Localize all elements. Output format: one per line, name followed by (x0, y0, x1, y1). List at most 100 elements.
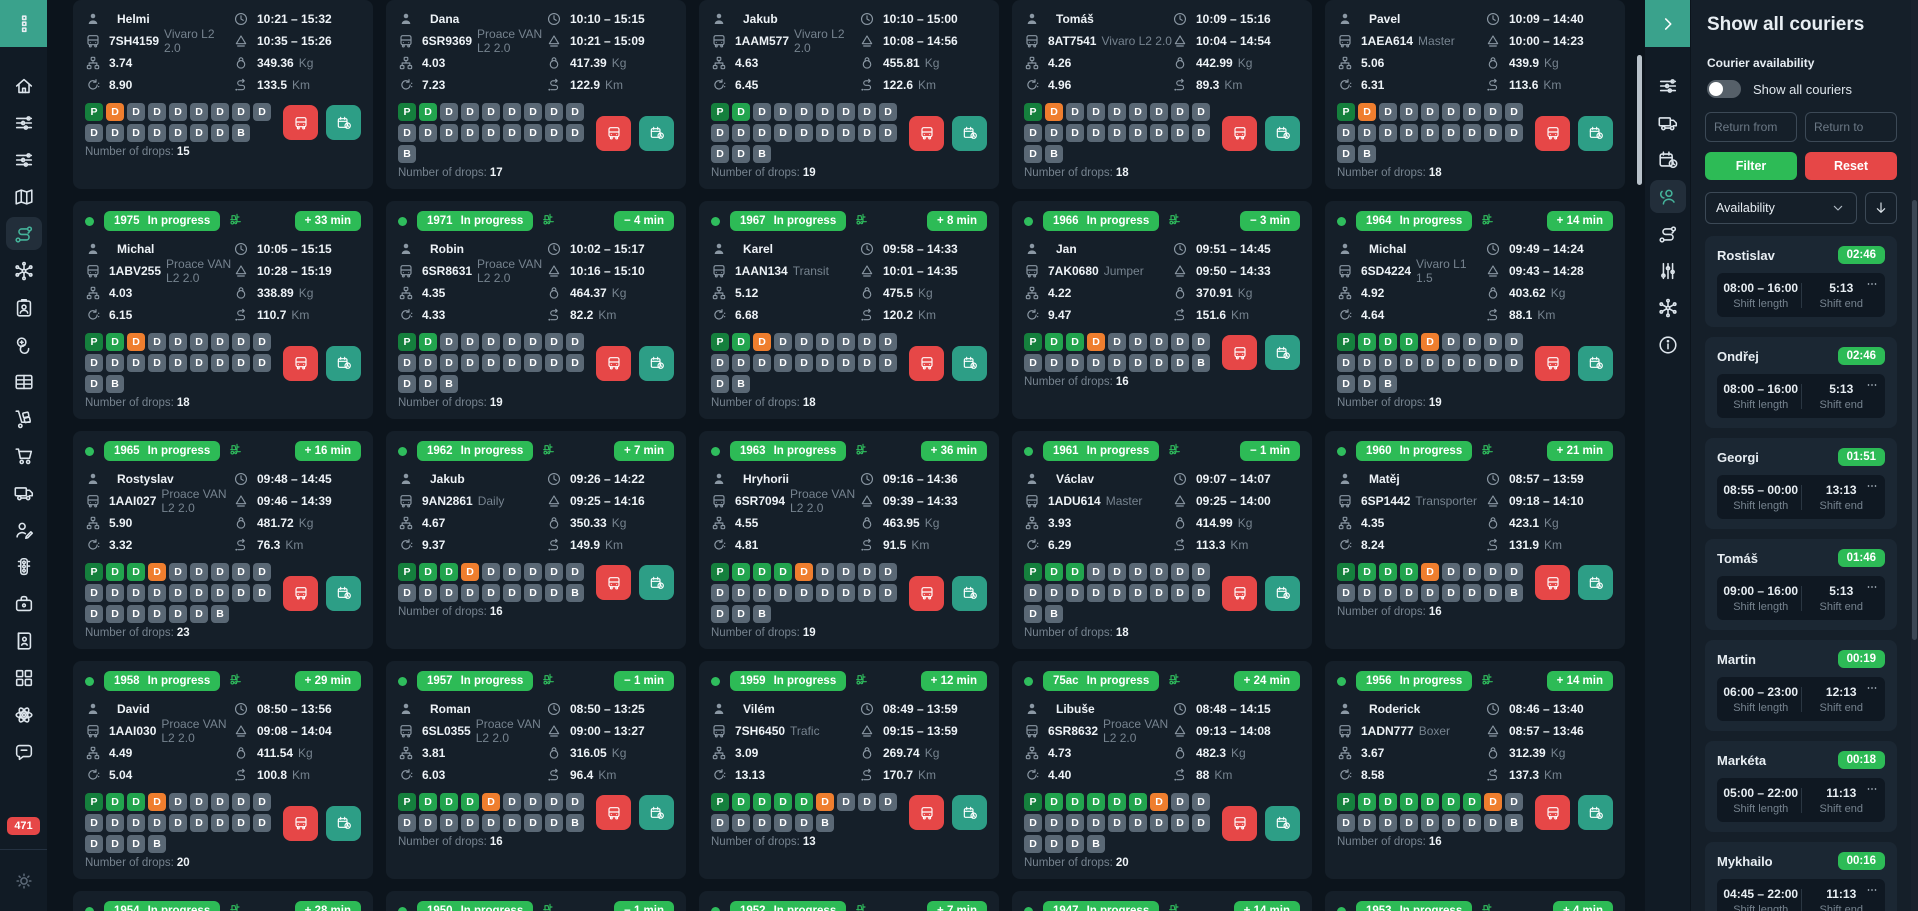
drop-chip-current[interactable]: D (1087, 333, 1105, 351)
sidebar-item-drivers-edit[interactable] (6, 513, 42, 546)
drop-chip-pending[interactable]: D (482, 584, 500, 602)
drop-chip-pending[interactable]: D (106, 814, 124, 832)
drop-chip-pending[interactable]: D (419, 354, 437, 372)
drop-chip-pending[interactable]: D (1192, 584, 1210, 602)
vehicle-alert-button[interactable] (1222, 335, 1257, 370)
drop-chip-pending[interactable]: D (461, 124, 479, 142)
drop-chip-pending[interactable]: D (127, 124, 145, 142)
drop-chip-done[interactable]: D (106, 563, 124, 581)
drop-chip-pending[interactable]: D (253, 584, 271, 602)
pickup-chip[interactable]: P (711, 793, 729, 811)
drop-chip-pending[interactable]: D (1108, 563, 1126, 581)
drop-chip-pending[interactable]: D (1150, 124, 1168, 142)
drop-chip-pending[interactable]: D (211, 584, 229, 602)
drop-chip-done[interactable]: D (440, 793, 458, 811)
theme-brightness-button[interactable] (6, 864, 42, 897)
drop-chip-pending[interactable]: D (190, 563, 208, 581)
drop-chip-current[interactable]: D (148, 793, 166, 811)
drop-chip-pending[interactable]: D (1045, 584, 1063, 602)
drop-chip-pending[interactable]: D (190, 354, 208, 372)
drop-chip-pending[interactable]: D (732, 814, 750, 832)
drop-chip-pending[interactable]: D (503, 124, 521, 142)
route-status-badge[interactable]: 1963 In progress (730, 441, 847, 461)
drop-chip-pending[interactable]: D (440, 333, 458, 351)
drop-chip-pending[interactable]: D (253, 814, 271, 832)
drop-chip-pending[interactable]: D (1337, 145, 1355, 163)
drop-chip-pending[interactable]: D (419, 584, 437, 602)
drop-chip-done[interactable]: D (753, 793, 771, 811)
pickup-chip[interactable]: P (85, 793, 103, 811)
drop-chip-pending[interactable]: D (503, 793, 521, 811)
drop-chip-pending[interactable]: D (398, 375, 416, 393)
return-base-chip[interactable]: B (566, 584, 584, 602)
schedule-button[interactable] (326, 345, 361, 381)
drop-chip-pending[interactable]: D (1358, 814, 1376, 832)
drop-chip-pending[interactable]: D (148, 584, 166, 602)
drop-chip-pending[interactable]: D (566, 793, 584, 811)
route-status-badge[interactable]: 1962 In progress (417, 441, 534, 461)
drop-chip-done[interactable]: D (1358, 563, 1376, 581)
drop-chip-pending[interactable]: D (1337, 124, 1355, 142)
schedule-button[interactable] (1265, 575, 1300, 611)
drop-chip-pending[interactable]: D (1505, 124, 1523, 142)
drop-chip-pending[interactable]: D (524, 793, 542, 811)
pickup-chip[interactable]: P (1024, 333, 1042, 351)
pickup-chip[interactable]: P (1024, 563, 1042, 581)
drop-chip-pending[interactable]: D (1108, 333, 1126, 351)
drop-chip-pending[interactable]: D (566, 333, 584, 351)
drop-chip-pending[interactable]: D (1192, 814, 1210, 832)
drop-chip-pending[interactable]: D (1442, 354, 1460, 372)
strip-item-vehicles-truck[interactable] (1650, 106, 1686, 139)
drop-chip-done[interactable]: D (127, 793, 145, 811)
vehicle-alert-button[interactable] (283, 805, 318, 841)
drop-chip-pending[interactable]: D (1192, 333, 1210, 351)
drop-chip-done[interactable]: D (732, 103, 750, 121)
drop-chip-pending[interactable]: D (148, 605, 166, 623)
drop-chip-pending[interactable]: D (753, 103, 771, 121)
pickup-chip[interactable]: P (711, 333, 729, 351)
return-base-chip[interactable]: B (398, 145, 416, 163)
sidebar-item-planning[interactable] (6, 106, 42, 139)
drop-chip-pending[interactable]: D (503, 584, 521, 602)
drop-chip-pending[interactable]: D (232, 354, 250, 372)
drop-chip-pending[interactable]: D (1171, 124, 1189, 142)
schedule-button[interactable] (1578, 345, 1613, 381)
vehicle-alert-button[interactable] (596, 565, 631, 600)
drop-chip-pending[interactable]: D (1087, 124, 1105, 142)
drop-chip-pending[interactable]: D (106, 605, 124, 623)
return-base-chip[interactable]: B (440, 375, 458, 393)
drop-chip-pending[interactable]: D (1358, 124, 1376, 142)
drop-chip-pending[interactable]: D (711, 354, 729, 372)
drop-chip-pending[interactable]: D (106, 124, 124, 142)
drop-chip-pending[interactable]: D (524, 814, 542, 832)
drop-chip-pending[interactable]: D (398, 584, 416, 602)
drop-chip-pending[interactable]: D (1484, 103, 1502, 121)
sidebar-item-integrations[interactable] (6, 698, 42, 731)
return-base-chip[interactable]: B (1192, 354, 1210, 372)
drop-chip-pending[interactable]: D (566, 563, 584, 581)
drop-chip-pending[interactable]: D (1379, 124, 1397, 142)
drop-chip-pending[interactable]: D (211, 814, 229, 832)
drop-chip-pending[interactable]: D (1463, 814, 1481, 832)
drop-chip-pending[interactable]: D (85, 375, 103, 393)
drop-chip-current[interactable]: D (795, 563, 813, 581)
drop-chip-pending[interactable]: D (732, 124, 750, 142)
sidebar-item-home[interactable] (6, 69, 42, 102)
drop-chip-pending[interactable]: D (1045, 835, 1063, 853)
drop-chip-pending[interactable]: D (753, 124, 771, 142)
drop-chip-pending[interactable]: D (211, 793, 229, 811)
drop-chip-pending[interactable]: D (1442, 584, 1460, 602)
drop-chip-pending[interactable]: D (858, 103, 876, 121)
drop-chip-pending[interactable]: D (253, 333, 271, 351)
drop-chip-pending[interactable]: D (1024, 814, 1042, 832)
drop-chip-pending[interactable]: D (1337, 375, 1355, 393)
drop-chip-pending[interactable]: D (732, 354, 750, 372)
drop-chip-pending[interactable]: D (1484, 563, 1502, 581)
drop-chip-pending[interactable]: D (1045, 354, 1063, 372)
vehicle-alert-button[interactable] (1535, 115, 1570, 151)
drop-chip-pending[interactable]: D (879, 563, 897, 581)
return-base-chip[interactable]: B (106, 375, 124, 393)
drop-chip-pending[interactable]: D (440, 814, 458, 832)
drop-chip-pending[interactable]: D (1463, 333, 1481, 351)
drop-chip-pending[interactable]: D (169, 814, 187, 832)
